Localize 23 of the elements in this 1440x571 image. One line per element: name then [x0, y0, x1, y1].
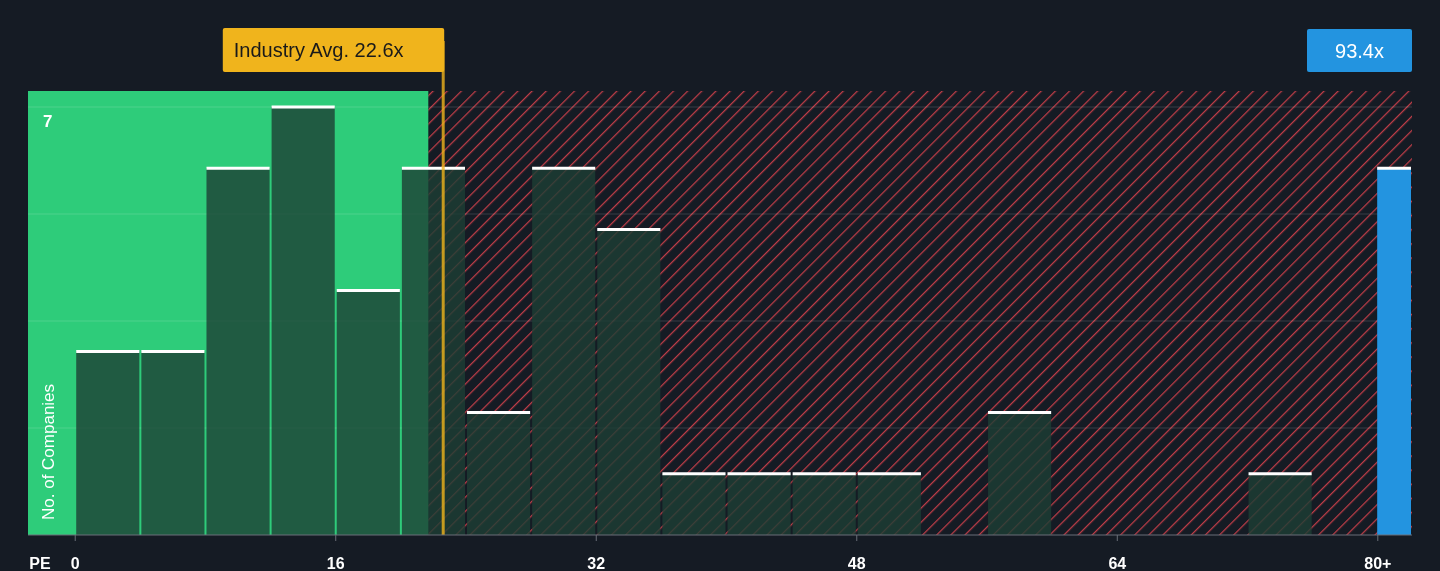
bar	[532, 168, 596, 535]
x-tick-label: 16	[326, 555, 345, 571]
bar	[597, 229, 661, 535]
x-axis-title: PE	[29, 555, 51, 571]
annotation: 7	[43, 112, 53, 131]
bar	[336, 290, 400, 535]
x-tick-label: 48	[847, 555, 866, 571]
y-axis-title: No. of Companies	[39, 383, 58, 520]
bar	[1377, 168, 1411, 535]
ref-line-label: Industry Avg. 22.6x	[233, 39, 404, 61]
bar	[141, 351, 205, 535]
x-tick-label: 64	[1108, 555, 1127, 571]
bar	[988, 412, 1052, 535]
bar	[271, 107, 335, 535]
bar	[76, 351, 140, 535]
bar	[1248, 473, 1312, 535]
x-tick-label: 80+	[1364, 555, 1392, 571]
x-tick-label: 0	[70, 555, 80, 571]
bar	[467, 412, 531, 535]
text: 93.4x	[1335, 40, 1384, 62]
bar	[401, 168, 465, 535]
bar	[206, 168, 270, 535]
x-tick-label: 32	[587, 555, 606, 571]
